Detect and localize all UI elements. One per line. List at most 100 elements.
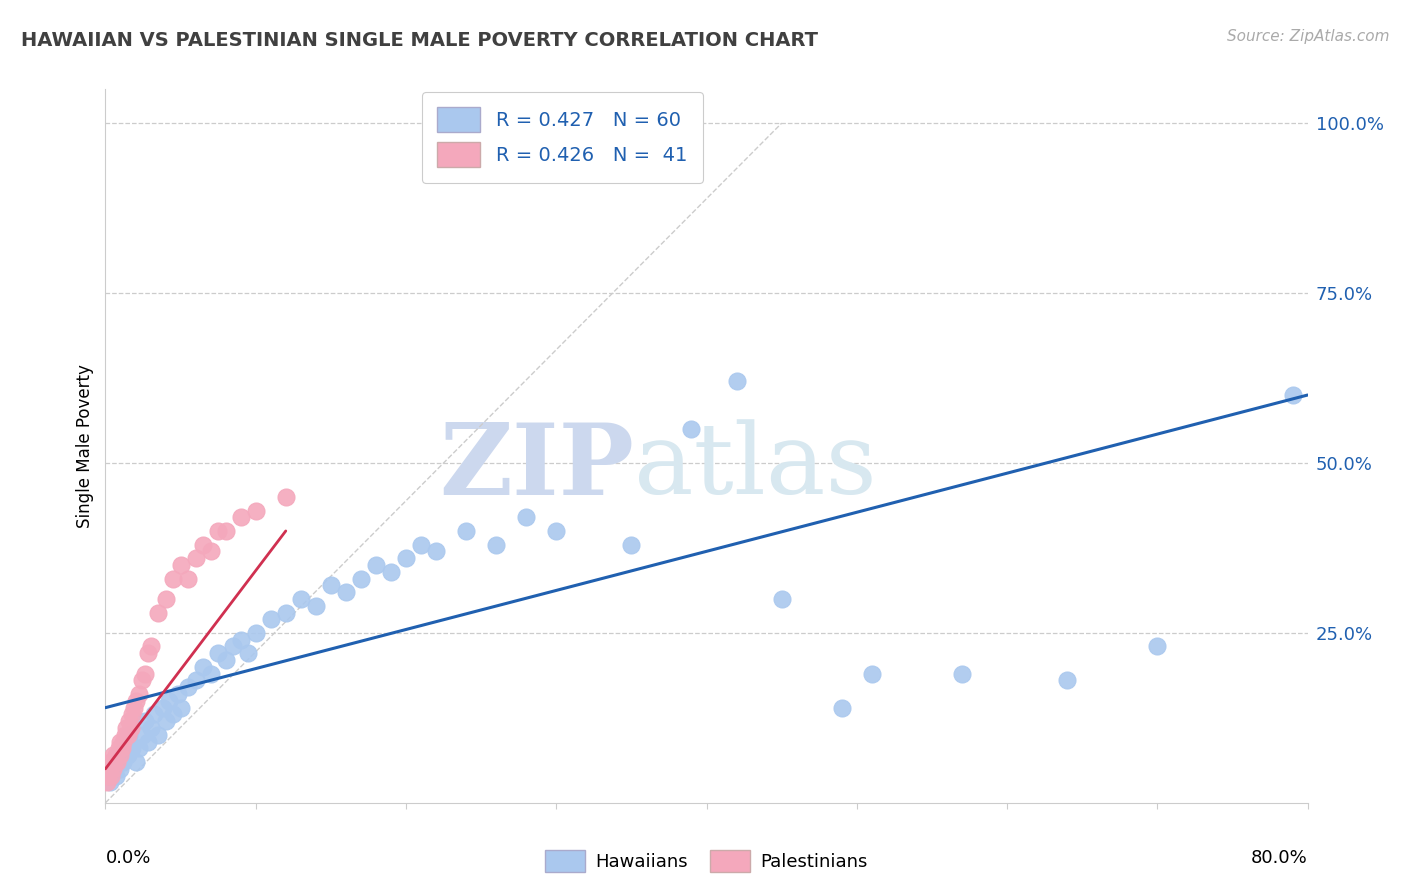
Text: ZIP: ZIP <box>440 419 634 516</box>
Point <box>101 762 124 776</box>
Point <box>245 503 267 517</box>
Point <box>454 524 477 538</box>
Point <box>395 551 418 566</box>
Point <box>169 700 191 714</box>
Point <box>97 769 120 783</box>
Point <box>725 375 748 389</box>
Point <box>136 734 159 748</box>
Point <box>111 741 134 756</box>
Point <box>214 653 236 667</box>
Point <box>1056 673 1078 688</box>
Point <box>146 728 169 742</box>
Point <box>1281 388 1303 402</box>
Point <box>100 769 122 783</box>
Point <box>1146 640 1168 654</box>
Point <box>98 775 121 789</box>
Point <box>120 721 142 735</box>
Point <box>229 632 252 647</box>
Point <box>238 646 260 660</box>
Text: 80.0%: 80.0% <box>1251 849 1308 867</box>
Point <box>681 422 703 436</box>
Point <box>380 565 402 579</box>
Point <box>131 673 153 688</box>
Point <box>245 626 267 640</box>
Point <box>122 700 145 714</box>
Point <box>118 714 141 729</box>
Point <box>166 687 188 701</box>
Point <box>112 734 135 748</box>
Point <box>425 544 447 558</box>
Point <box>110 748 132 763</box>
Point <box>335 585 357 599</box>
Point <box>134 714 156 729</box>
Point <box>103 755 125 769</box>
Point <box>229 510 252 524</box>
Point <box>101 748 124 763</box>
Legend: Hawaiians, Palestinians: Hawaiians, Palestinians <box>538 843 875 880</box>
Point <box>184 551 207 566</box>
Point <box>831 700 853 714</box>
Point <box>121 707 143 722</box>
Point <box>142 707 165 722</box>
Point <box>112 755 135 769</box>
Point <box>128 687 150 701</box>
Point <box>98 755 121 769</box>
Point <box>274 490 297 504</box>
Point <box>620 537 643 551</box>
Text: atlas: atlas <box>634 419 877 516</box>
Point <box>162 572 184 586</box>
Point <box>191 537 214 551</box>
Point <box>260 612 283 626</box>
Point <box>107 748 129 763</box>
Point <box>222 640 245 654</box>
Point <box>177 680 200 694</box>
Point <box>200 544 222 558</box>
Point <box>136 646 159 660</box>
Text: Source: ZipAtlas.com: Source: ZipAtlas.com <box>1226 29 1389 44</box>
Point <box>350 572 373 586</box>
Point <box>290 591 312 606</box>
Point <box>114 728 136 742</box>
Point <box>134 666 156 681</box>
Point <box>515 510 537 524</box>
Point <box>124 755 146 769</box>
Point <box>110 762 132 776</box>
Point <box>409 537 432 551</box>
Point <box>115 721 138 735</box>
Point <box>128 741 150 756</box>
Point <box>152 700 174 714</box>
Text: HAWAIIAN VS PALESTINIAN SINGLE MALE POVERTY CORRELATION CHART: HAWAIIAN VS PALESTINIAN SINGLE MALE POVE… <box>21 31 818 50</box>
Point <box>108 741 131 756</box>
Point <box>146 606 169 620</box>
Point <box>305 599 328 613</box>
Point <box>274 606 297 620</box>
Point <box>169 558 191 572</box>
Point <box>132 728 155 742</box>
Point <box>200 666 222 681</box>
Point <box>157 694 180 708</box>
Point <box>319 578 342 592</box>
Point <box>124 694 146 708</box>
Point <box>950 666 973 681</box>
Point <box>364 558 387 572</box>
Point <box>139 640 162 654</box>
Point <box>104 748 127 763</box>
Point <box>770 591 793 606</box>
Point <box>546 524 568 538</box>
Point <box>114 734 136 748</box>
Point <box>101 762 124 776</box>
Point <box>121 741 143 756</box>
Point <box>155 591 177 606</box>
Point <box>485 537 508 551</box>
Point <box>177 572 200 586</box>
Y-axis label: Single Male Poverty: Single Male Poverty <box>76 364 94 528</box>
Point <box>117 748 139 763</box>
Point <box>207 646 229 660</box>
Point <box>96 775 118 789</box>
Point <box>184 673 207 688</box>
Point <box>104 769 127 783</box>
Point <box>207 524 229 538</box>
Point <box>117 728 139 742</box>
Point <box>214 524 236 538</box>
Point <box>139 721 162 735</box>
